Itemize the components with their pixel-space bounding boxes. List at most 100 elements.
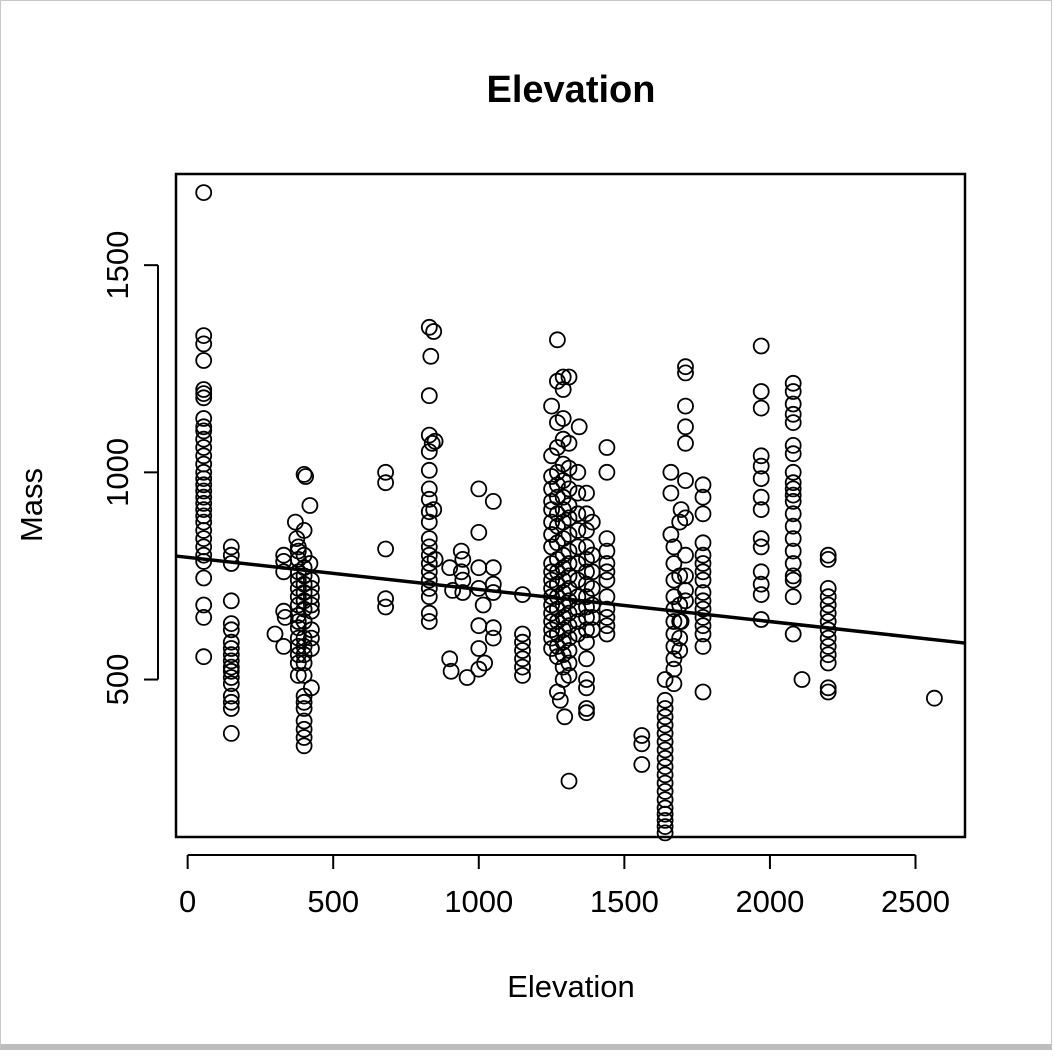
data-point: [560, 459, 578, 477]
data-point: [556, 708, 574, 726]
data-point: [560, 654, 578, 672]
data-point: [295, 465, 313, 483]
data-point: [694, 625, 712, 643]
plot-box: [174, 172, 967, 839]
data-point: [569, 522, 587, 539]
data-point: [452, 563, 470, 581]
data-point: [222, 640, 240, 657]
data-point: [222, 725, 240, 742]
data-point: [560, 567, 578, 585]
data-point: [560, 629, 578, 647]
data-point: [423, 434, 441, 452]
data-point: [656, 799, 674, 817]
data-point: [694, 609, 712, 626]
data-point: [441, 559, 459, 577]
data-point: [549, 331, 566, 349]
data-point: [441, 650, 459, 668]
data-point: [560, 542, 578, 560]
data-point: [569, 484, 587, 502]
data-point: [578, 588, 595, 606]
data-point: [656, 725, 674, 742]
data-point: [514, 642, 531, 659]
data-point: [444, 582, 462, 599]
x-tick-label: 1000: [444, 884, 513, 919]
data-point: [560, 667, 578, 684]
x-tick-label: 2500: [881, 884, 950, 919]
data-point: [569, 505, 587, 523]
data-point: [302, 596, 320, 614]
data-point: [694, 534, 712, 552]
data-point: [569, 588, 587, 606]
data-point: [195, 609, 213, 626]
data-point: [289, 629, 307, 647]
data-point: [420, 490, 438, 508]
data-point: [560, 509, 578, 527]
data-point: [677, 592, 694, 610]
data-point: [677, 434, 694, 452]
data-point: [784, 505, 802, 523]
data-point: [671, 567, 689, 585]
data-point: [784, 436, 802, 454]
data-point: [560, 368, 578, 386]
data-point: [694, 476, 712, 494]
data-point: [578, 505, 595, 523]
data-point: [694, 638, 712, 655]
data-point: [195, 463, 213, 481]
data-point: [598, 625, 616, 643]
data-point: [560, 772, 578, 790]
data-point: [752, 563, 770, 581]
data-point: [484, 559, 502, 577]
data-point: [195, 418, 213, 436]
data-point: [819, 646, 837, 664]
data-point: [784, 480, 802, 498]
data-point: [656, 671, 674, 688]
data-point: [301, 497, 319, 514]
data-point: [694, 546, 712, 564]
data-point: [222, 700, 240, 717]
data-point: [784, 474, 802, 492]
data-point: [195, 530, 213, 547]
data-point: [302, 629, 320, 647]
data-point: [514, 650, 531, 668]
data-point: [195, 447, 213, 465]
data-point: [677, 472, 694, 490]
data-point: [420, 580, 438, 597]
data-point: [560, 642, 578, 659]
data-point: [222, 662, 240, 680]
x-tick-label: 0: [179, 884, 196, 919]
data-point: [295, 693, 313, 711]
data-point: [819, 638, 837, 655]
data-point: [578, 484, 595, 502]
data-point: [752, 530, 770, 547]
data-point: [420, 588, 438, 606]
data-point: [677, 509, 694, 527]
data-point: [598, 542, 616, 560]
data-point: [569, 538, 587, 556]
data-point: [514, 633, 531, 651]
data-point: [295, 737, 313, 755]
data-point: [195, 488, 213, 506]
data-point: [458, 669, 476, 686]
data-point: [302, 602, 320, 620]
data-point: [665, 538, 683, 556]
data-point: [656, 700, 674, 717]
data-point: [554, 368, 572, 386]
data-point: [222, 652, 240, 670]
data-point: [302, 679, 320, 697]
data-point: [671, 642, 689, 659]
data-point: [420, 530, 438, 547]
data-point: [694, 584, 712, 601]
data-point: [694, 555, 712, 572]
data-point: [598, 555, 616, 572]
data-point: [677, 582, 694, 599]
data-point: [570, 418, 588, 436]
data-point: [672, 613, 690, 630]
data-point: [275, 638, 293, 655]
data-point: [484, 619, 502, 637]
data-point: [578, 700, 595, 717]
data-point: [195, 513, 213, 531]
data-point: [377, 540, 395, 558]
data-point: [377, 474, 395, 492]
data-point: [752, 447, 770, 465]
data-point: [514, 667, 531, 684]
